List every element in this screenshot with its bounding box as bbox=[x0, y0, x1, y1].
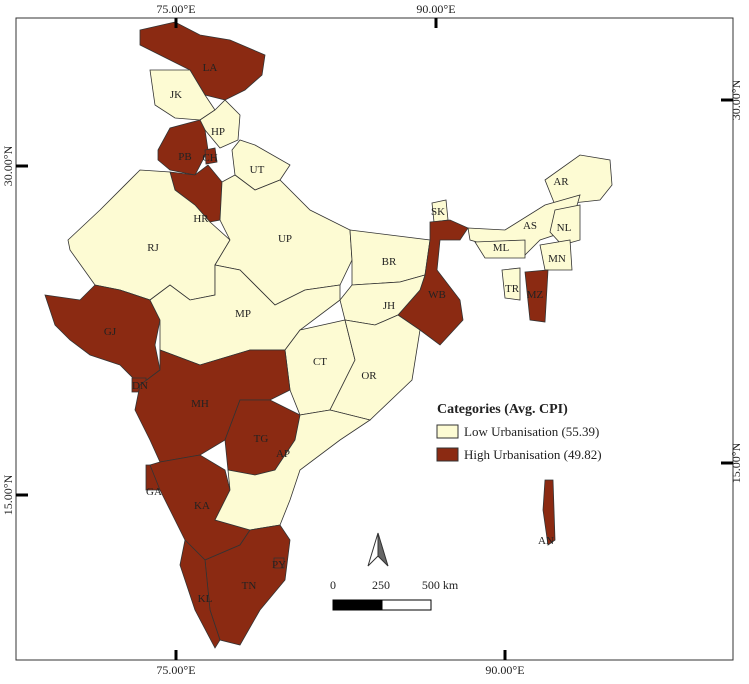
state-label: KA bbox=[194, 500, 210, 512]
state-label: NL bbox=[557, 222, 572, 234]
state-label: PY bbox=[272, 559, 286, 571]
state-label: CT bbox=[313, 356, 327, 368]
legend-swatch bbox=[436, 447, 459, 462]
state-label: OR bbox=[361, 370, 377, 382]
state-label: MZ bbox=[527, 289, 544, 301]
state-label: UT bbox=[250, 164, 265, 176]
graticule-label: 30.00°N bbox=[729, 79, 743, 120]
graticule-label: 75.00°E bbox=[156, 663, 195, 677]
state bbox=[542, 479, 556, 546]
state-label: TR bbox=[505, 283, 520, 295]
state-label: AS bbox=[523, 220, 537, 232]
graticule-label: 30.00°N bbox=[1, 145, 15, 186]
state bbox=[214, 409, 371, 531]
scale-label: 0 bbox=[330, 578, 336, 592]
state-label: ML bbox=[493, 242, 510, 254]
state bbox=[179, 539, 221, 649]
state-label: MP bbox=[235, 308, 251, 320]
state-label: RJ bbox=[147, 242, 159, 254]
state-label: HP bbox=[211, 126, 225, 138]
state-label: MH bbox=[191, 398, 209, 410]
graticule-label: 15.00°N bbox=[729, 442, 743, 483]
states bbox=[44, 21, 613, 649]
graticule-label: 90.00°E bbox=[485, 663, 524, 677]
state bbox=[199, 99, 241, 149]
legend-label: High Urbanisation (49.82) bbox=[464, 447, 602, 462]
state-label: GJ bbox=[104, 326, 117, 338]
state-label: UP bbox=[278, 233, 292, 245]
state-label: PB bbox=[178, 151, 191, 163]
state bbox=[273, 557, 285, 569]
state-label: WB bbox=[428, 289, 446, 301]
state bbox=[44, 284, 161, 386]
state-label: JH bbox=[383, 300, 395, 312]
state-label: BR bbox=[382, 256, 397, 268]
state-label: GA bbox=[146, 486, 162, 498]
graticule-label: 15.00°N bbox=[1, 474, 15, 515]
state-label: MN bbox=[548, 253, 566, 265]
state-label: AR bbox=[553, 176, 569, 188]
legend-title: Categories (Avg. CPI) bbox=[437, 402, 568, 417]
legend-swatch bbox=[436, 424, 459, 439]
scale-bar-segment bbox=[332, 599, 383, 611]
state-label: JK bbox=[170, 89, 182, 101]
state bbox=[549, 204, 581, 246]
scale-bar-segment bbox=[381, 599, 432, 611]
graticule: 75.00°E 90.00°E 75.00°E 90.00°E 30.00°N 15.00… bbox=[1, 2, 743, 677]
legend: Low Urbanisation (55.39) High Urbanisatio… bbox=[436, 424, 602, 462]
scale-label: 250 bbox=[372, 578, 390, 592]
graticule-label: 90.00°E bbox=[416, 2, 455, 16]
state bbox=[501, 267, 521, 301]
state bbox=[524, 269, 549, 323]
graticule-label: 75.00°E bbox=[156, 2, 195, 16]
state-label: LA bbox=[203, 62, 218, 74]
state bbox=[329, 314, 421, 421]
state-label: TG bbox=[254, 433, 269, 445]
state-label: CH bbox=[202, 152, 217, 164]
legend-label: Low Urbanisation (55.39) bbox=[464, 424, 599, 439]
state-label: AP bbox=[276, 448, 290, 460]
state bbox=[139, 21, 266, 101]
state bbox=[204, 147, 218, 165]
state-label: HR bbox=[193, 213, 209, 225]
state-label: AN bbox=[538, 535, 554, 547]
scale-label: 500 km bbox=[422, 578, 459, 592]
state-label: SK bbox=[431, 206, 445, 218]
state bbox=[539, 239, 573, 271]
state-label: KL bbox=[198, 593, 213, 605]
state bbox=[474, 239, 526, 259]
north-arrow bbox=[367, 532, 389, 567]
state-label: DN bbox=[132, 380, 148, 392]
state-label: TN bbox=[242, 580, 257, 592]
state-labels: LA JK HP PB CH UT HR RJ UP BR SK WB JH AR AS NL ML MN TR MZ… bbox=[104, 62, 572, 605]
